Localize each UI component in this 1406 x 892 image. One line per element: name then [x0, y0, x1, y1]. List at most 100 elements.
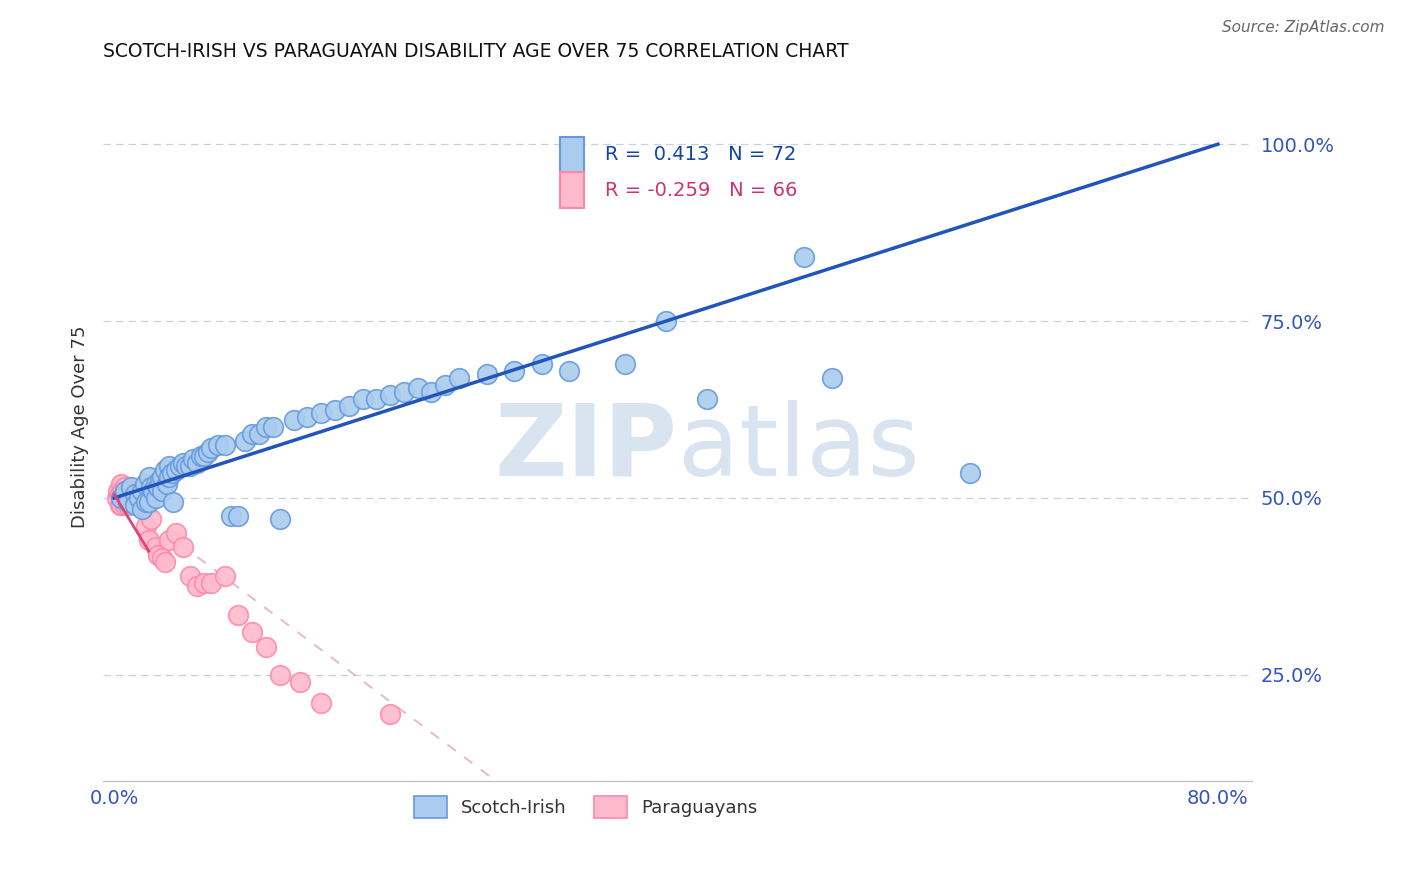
Text: ZIP: ZIP — [495, 400, 678, 497]
Point — [110, 498, 132, 512]
Point — [125, 487, 148, 501]
Point — [152, 469, 174, 483]
Point — [420, 384, 443, 399]
Point — [269, 512, 291, 526]
Point — [378, 388, 401, 402]
Point — [378, 706, 401, 721]
Point — [240, 625, 263, 640]
Point — [152, 483, 174, 498]
Point — [110, 476, 132, 491]
Point — [134, 501, 156, 516]
Point — [323, 402, 346, 417]
Point — [131, 501, 153, 516]
Point — [141, 480, 163, 494]
Point — [221, 508, 243, 523]
Point — [172, 456, 194, 470]
Point — [115, 491, 138, 505]
Point — [131, 483, 153, 498]
Point — [110, 491, 132, 505]
Point — [434, 377, 457, 392]
Point — [197, 445, 219, 459]
Point — [117, 483, 139, 498]
Point — [108, 487, 131, 501]
Point — [233, 434, 256, 449]
Point — [503, 363, 526, 377]
Point — [290, 675, 312, 690]
Point — [122, 494, 145, 508]
Point — [309, 406, 332, 420]
Point — [128, 491, 150, 505]
Point — [157, 469, 180, 483]
Point — [157, 533, 180, 548]
Point — [254, 420, 277, 434]
Point — [117, 498, 139, 512]
Point — [141, 512, 163, 526]
Point — [145, 491, 167, 505]
Point — [200, 442, 222, 456]
Point — [190, 449, 212, 463]
Point — [1303, 130, 1326, 145]
Point — [148, 480, 170, 494]
Point — [145, 476, 167, 491]
Point — [120, 491, 142, 505]
Point — [138, 494, 160, 508]
Point — [165, 526, 187, 541]
Point — [117, 487, 139, 501]
Point — [125, 498, 148, 512]
Point — [193, 449, 215, 463]
Point — [530, 357, 553, 371]
Point — [228, 607, 250, 622]
Point — [114, 483, 136, 498]
Point — [228, 508, 250, 523]
Point — [117, 494, 139, 508]
Point — [269, 668, 291, 682]
Point — [132, 498, 155, 512]
Legend: Scotch-Irish, Paraguayans: Scotch-Irish, Paraguayans — [408, 789, 765, 825]
Point — [337, 399, 360, 413]
Point — [181, 452, 204, 467]
Point — [114, 498, 136, 512]
Point — [118, 483, 141, 498]
Point — [124, 487, 146, 501]
Point — [110, 491, 132, 505]
Point — [138, 469, 160, 483]
Point — [124, 494, 146, 508]
Point — [200, 575, 222, 590]
Point — [254, 640, 277, 654]
Point — [131, 494, 153, 508]
Text: SCOTCH-IRISH VS PARAGUAYAN DISABILITY AGE OVER 75 CORRELATION CHART: SCOTCH-IRISH VS PARAGUAYAN DISABILITY AG… — [103, 42, 849, 61]
Point — [127, 494, 149, 508]
Point — [131, 498, 153, 512]
Point — [121, 483, 143, 498]
Point — [149, 473, 172, 487]
Point — [115, 494, 138, 508]
Point — [793, 251, 815, 265]
Point — [142, 483, 165, 498]
Point — [162, 494, 184, 508]
Point — [120, 480, 142, 494]
Point — [122, 487, 145, 501]
Point — [111, 491, 134, 505]
Point — [214, 569, 236, 583]
Point — [959, 466, 981, 480]
Point — [121, 491, 143, 505]
Point — [174, 459, 197, 474]
Text: R =  0.413   N = 72: R = 0.413 N = 72 — [606, 145, 797, 164]
Point — [297, 409, 319, 424]
Point — [165, 463, 187, 477]
Point — [124, 487, 146, 501]
Point — [112, 494, 135, 508]
Point — [186, 579, 208, 593]
Point — [155, 555, 177, 569]
Point — [129, 491, 152, 505]
Point — [111, 483, 134, 498]
Point — [108, 498, 131, 512]
Point — [127, 491, 149, 505]
Point — [247, 427, 270, 442]
Y-axis label: Disability Age Over 75: Disability Age Over 75 — [72, 326, 89, 528]
Point — [155, 463, 177, 477]
Point — [148, 548, 170, 562]
Point — [207, 438, 229, 452]
Point — [120, 487, 142, 501]
Point — [117, 494, 139, 508]
